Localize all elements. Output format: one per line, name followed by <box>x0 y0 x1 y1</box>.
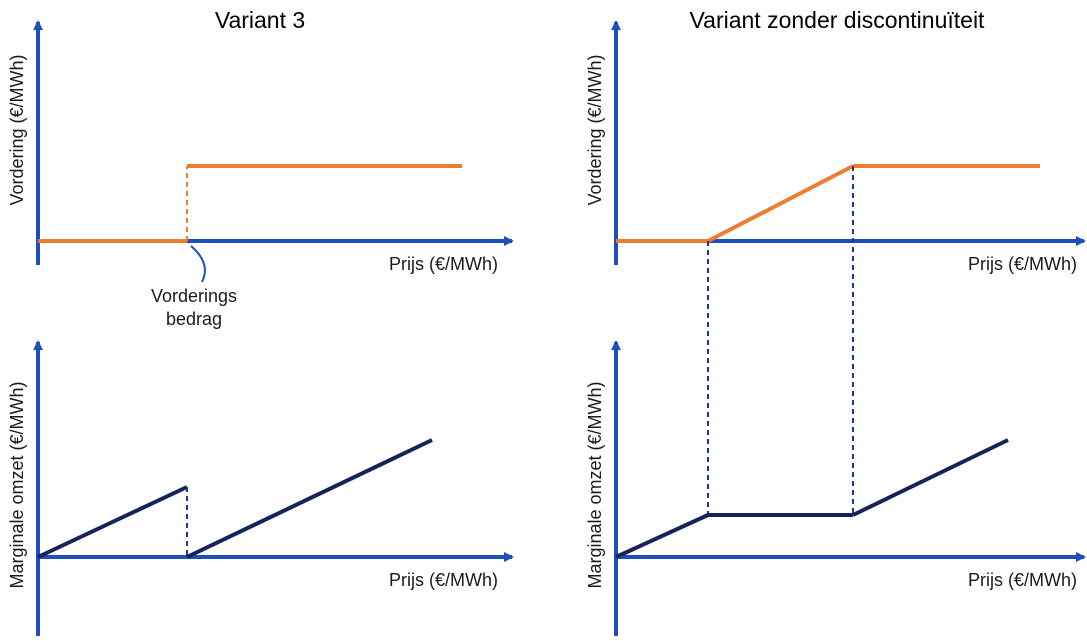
left-revenue-first-segment <box>37 485 188 559</box>
annotation-line-1: Vorderings <box>151 286 237 306</box>
right-revenue-first-segment <box>615 513 709 559</box>
left-title: Variant 3 <box>215 7 305 33</box>
left-panel: Variant 3 Vordering (€/MWh) Prijs (€/MWh… <box>7 7 514 636</box>
right-bottom-chart: Marginale omzet (€/MWh) Prijs (€/MWh) <box>585 340 1086 636</box>
right-title: Variant zonder discontinuïteit <box>690 7 986 33</box>
left-annotation: Vorderings bedrag <box>151 245 237 329</box>
right-top-y-label: Vordering (€/MWh) <box>585 54 605 205</box>
right-panel: Variant zonder discontinuïteit Vordering… <box>585 7 1086 636</box>
annotation-pointer <box>190 245 206 283</box>
right-bottom-x-label: Prijs (€/MWh) <box>968 570 1077 590</box>
left-top-x-label: Prijs (€/MWh) <box>389 254 498 274</box>
left-bottom-chart: Marginale omzet (€/MWh) Prijs (€/MWh) <box>7 340 514 636</box>
left-bottom-y-label: Marginale omzet (€/MWh) <box>7 381 27 588</box>
left-revenue-second-segment <box>186 438 433 559</box>
left-top-chart: Vordering (€/MWh) Prijs (€/MWh) <box>7 20 514 274</box>
right-top-x-label: Prijs (€/MWh) <box>968 254 1077 274</box>
right-claim-ramp-segment <box>707 164 854 243</box>
left-bottom-x-label: Prijs (€/MWh) <box>389 570 498 590</box>
right-revenue-last-segment <box>852 438 1009 517</box>
right-top-chart: Vordering (€/MWh) Prijs (€/MWh) <box>585 20 1086 274</box>
right-bottom-y-label: Marginale omzet (€/MWh) <box>585 381 605 588</box>
annotation-line-2: bedrag <box>166 309 222 329</box>
left-top-y-label: Vordering (€/MWh) <box>7 54 27 205</box>
